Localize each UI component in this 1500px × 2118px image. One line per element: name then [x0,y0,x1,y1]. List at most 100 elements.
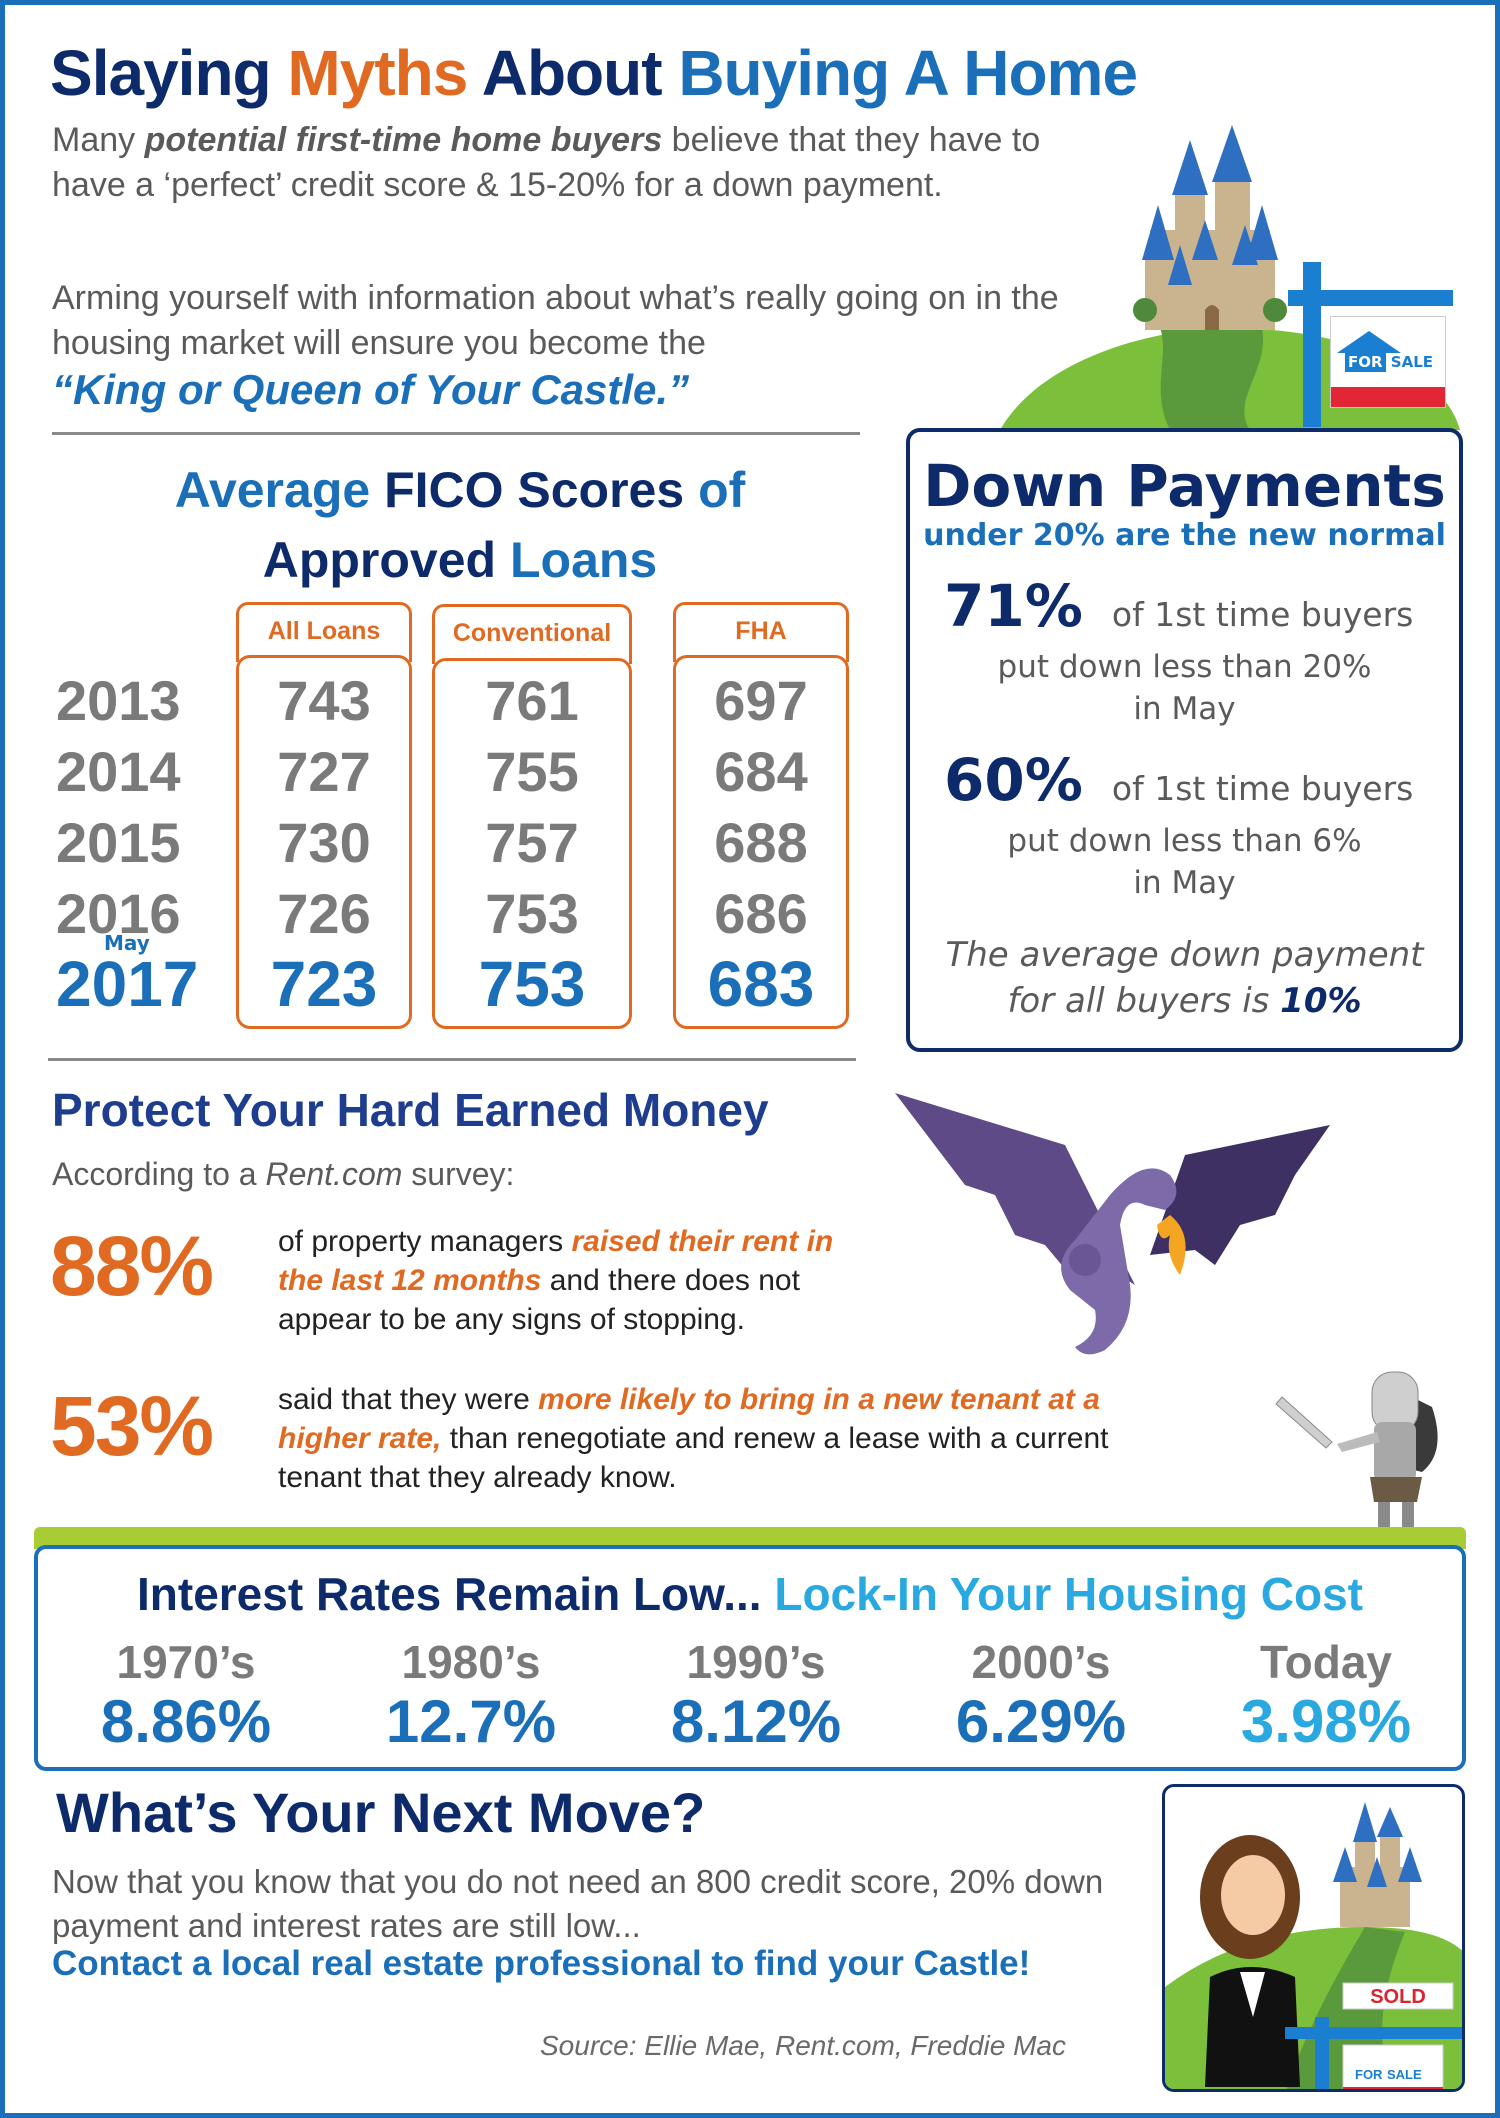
sign-for-text: FOR [1345,352,1386,372]
conventional-values: 761 755 757 753 753 [432,668,632,1021]
intro-paragraph-2: Arming yourself with information about w… [52,279,1059,362]
sign-post [1303,262,1321,427]
rate-decade-label: 1990’s [686,1636,826,1688]
fico-years: 2013 2014 2015 2016 May 2017 [56,668,206,1021]
rate-value: 8.12% [670,1688,842,1755]
house-arrow-icon [1337,331,1401,353]
stat-60-detail: put down less than 6% [1007,823,1362,859]
stat-60-label: of 1st time buyers [1111,769,1414,808]
score-cell: 755 [485,740,579,803]
score-cell-current: 753 [478,948,586,1020]
interest-rates-title: Interest Rates Remain Low... Lock-In You… [38,1567,1462,1621]
knight-illustration [1262,1352,1462,1542]
fico-title-loans: Loans [510,532,658,588]
sign-red-stripe [1331,387,1445,407]
survey-intro: According to a Rent.com survey: [52,1156,514,1193]
intro-text-suffix: believe that they have to have a ‘perfec… [52,121,1041,204]
stat-53-post: than renegotiate and renew a lease with … [278,1422,1109,1494]
rate-decade-label: Today [1259,1636,1393,1688]
year-2013: 2013 [56,669,181,732]
sign-arm [1288,290,1453,306]
dragon-icon [895,1093,1330,1355]
score-cell: 697 [714,669,808,732]
average-line-2: for all buyers is [1007,981,1281,1021]
sign-sale-text: SALE [1390,353,1434,371]
survey-intro-prefix: According to a [52,1156,266,1192]
stat-88-post: and there does not appear to be any sign… [278,1264,800,1336]
year-2015: 2015 [56,811,181,874]
rate-value: 8.86% [100,1688,272,1755]
score-cell: 753 [485,882,579,945]
column-conventional [432,658,632,1029]
rate-1990s: 1990’s 8.12% [626,1635,886,1756]
down-payments-subtitle: under 20% are the new normal [923,518,1446,553]
intro-text: Many [52,121,145,159]
stat-88-emphasis: raised their rent in the last 12 months [278,1225,834,1297]
stat-53-value: 53% [50,1379,214,1473]
stat-71-label: of 1st time buyers [1111,595,1414,634]
score-cell: 684 [714,740,808,803]
score-cell: 730 [277,811,371,874]
intro-emphasis: potential first-time home buyers [144,121,663,159]
year-2017: 2017 [56,948,199,1020]
column-header-fha: FHA [673,602,849,662]
score-cell: 688 [714,811,808,874]
fico-title-scores: FICO Scores [384,462,685,518]
divider [52,432,860,435]
intro-paragraph: Many potential first-time home buyers be… [52,118,1052,208]
for-sale-sign: FOR SALE [1288,262,1453,427]
fico-title-average: Average [174,462,371,518]
average-line-1: The average down payment [945,935,1424,975]
year-2016: 2016 [56,882,181,945]
title-word-myths: Myths [287,37,468,109]
rate-value: 6.29% [955,1688,1127,1755]
survey-source: Rent.com [265,1156,403,1192]
rate-value-today: 3.98% [1240,1688,1412,1755]
agent-sign-for: FOR [1355,2067,1383,2082]
score-cell: 761 [485,669,579,732]
title-word-buying-a-home: Buying A Home [678,37,1138,109]
column-header-all-loans: All Loans [236,602,412,662]
interest-title-dark: Interest Rates Remain Low... [137,1568,762,1620]
rate-2000s: 2000’s 6.29% [911,1635,1171,1756]
source-citation: Source: Ellie Mae, Rent.com, Freddie Mac [540,2030,1066,2061]
fico-title-approved: Approved [262,532,497,588]
page-title: Slaying Myths About Buying A Home [50,36,1138,110]
score-cell: 726 [277,882,371,945]
score-cell: 743 [277,669,371,732]
sign-label: FOR SALE [1345,352,1434,372]
year-2014: 2014 [56,740,181,803]
stat-60-value: 60% [944,746,1083,814]
sold-sign-text: SOLD [1370,1986,1426,2008]
stat-88-text: of property managers raised their rent i… [278,1222,878,1339]
fha-values: 697 684 688 686 683 [673,668,849,1021]
stat-71: 71% of 1st time buyers [944,572,1413,640]
down-payments-box: Down Payments under 20% are the new norm… [906,428,1463,1052]
stat-71-value: 71% [944,572,1083,640]
contact-cta: Contact a local real estate professional… [52,1944,1031,1983]
agent-illustration-box: SOLD FOR SALE [1162,1784,1465,2092]
score-cell: 686 [714,882,808,945]
fico-section-title: Average FICO Scores of Approved Loans [90,455,830,595]
title-word-slaying: Slaying [50,37,272,109]
month-may: May [104,931,150,955]
agent-castle-icon: SOLD FOR SALE [1165,1802,1462,2089]
tagline: “King or Queen of Your Castle.” [52,366,690,413]
stat-53-text: said that they were more likely to bring… [278,1380,1148,1497]
column-all-loans [236,655,412,1029]
all-loans-values: 743 727 730 726 723 [236,668,412,1021]
protect-section-title: Protect Your Hard Earned Money [52,1084,769,1136]
stat-60-period: in May [1133,865,1236,901]
score-cell: 727 [277,740,371,803]
rate-value: 12.7% [385,1688,557,1755]
title-word-about: About [481,37,663,109]
grass-strip [34,1527,1466,1549]
score-cell-current: 723 [270,948,378,1020]
column-fha [673,655,849,1029]
fico-title-of: of [698,462,746,518]
rate-decade-label: 1980’s [401,1636,541,1688]
score-cell: 757 [485,811,579,874]
stat-71-detail: put down less than 20% [997,649,1372,685]
rate-decade-label: 2000’s [971,1636,1111,1688]
